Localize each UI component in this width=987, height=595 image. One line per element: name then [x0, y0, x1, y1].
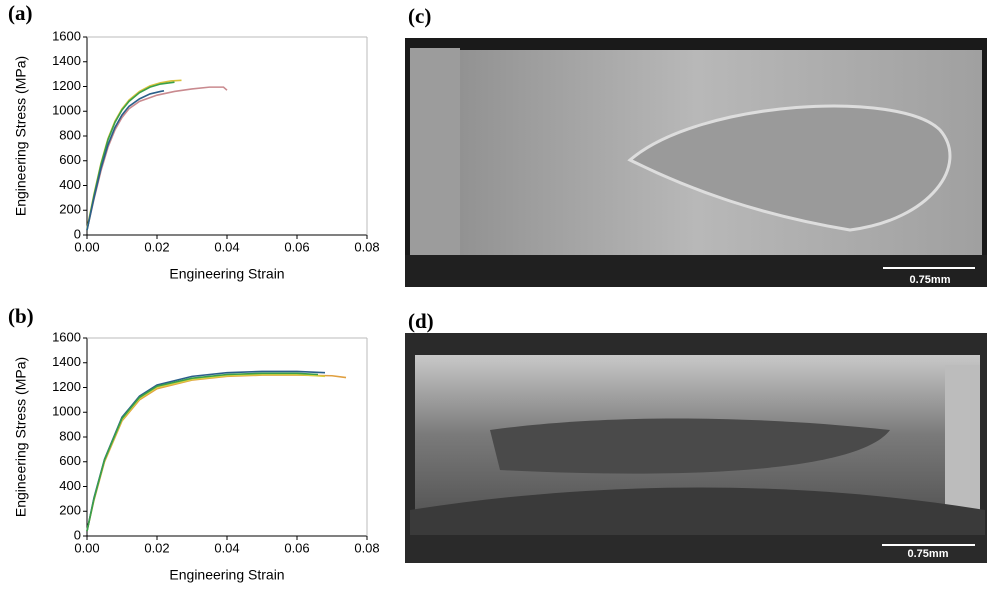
x-tick-label: 0.08 — [354, 540, 379, 555]
y-tick-label: 1200 — [52, 379, 81, 394]
series-line — [87, 375, 346, 531]
x-tick-label: 0.04 — [214, 239, 239, 254]
panel-label: (a) — [8, 1, 33, 25]
y-tick-label: 200 — [59, 202, 81, 217]
y-tick-label: 800 — [59, 428, 81, 443]
y-tick-label: 1600 — [52, 329, 81, 344]
y-tick-label: 1600 — [52, 28, 81, 43]
y-tick-label: 1000 — [52, 404, 81, 419]
y-tick-label: 1400 — [52, 354, 81, 369]
series-line — [87, 87, 227, 230]
scale-bar-label: 0.75mm — [908, 548, 949, 560]
x-axis-label: Engineering Strain — [169, 266, 284, 282]
x-tick-label: 0.06 — [284, 540, 309, 555]
y-tick-label: 200 — [59, 503, 81, 518]
y-tick-label: 400 — [59, 177, 81, 192]
series-line — [87, 373, 318, 531]
y-tick-label: 1200 — [52, 78, 81, 93]
sem-image — [405, 333, 987, 563]
panel-label: (c) — [408, 4, 431, 28]
series-line — [87, 375, 325, 532]
y-tick-label: 400 — [59, 478, 81, 493]
y-tick-label: 600 — [59, 453, 81, 468]
x-tick-label: 0.00 — [74, 540, 99, 555]
series-line — [87, 371, 325, 531]
x-tick-label: 0.06 — [284, 239, 309, 254]
x-tick-label: 0.02 — [144, 239, 169, 254]
y-tick-label: 600 — [59, 152, 81, 167]
x-tick-label: 0.08 — [354, 239, 379, 254]
figure: (c) 0.75mm (d) 0.75mm (a)020040060080010… — [0, 0, 987, 590]
panel-label: (d) — [408, 309, 434, 333]
y-tick-label: 1400 — [52, 53, 81, 68]
y-axis-label: Engineering Stress (MPa) — [13, 56, 29, 216]
scale-bar-label: 0.75mm — [910, 274, 951, 286]
x-tick-label: 0.02 — [144, 540, 169, 555]
x-axis-label: Engineering Strain — [169, 567, 284, 583]
sem-image — [405, 38, 987, 287]
y-tick-label: 800 — [59, 127, 81, 142]
series-line — [87, 91, 164, 230]
panel-label: (b) — [8, 304, 34, 328]
x-tick-label: 0.04 — [214, 540, 239, 555]
x-tick-label: 0.00 — [74, 239, 99, 254]
y-tick-label: 1000 — [52, 103, 81, 118]
y-axis-label: Engineering Stress (MPa) — [13, 357, 29, 517]
